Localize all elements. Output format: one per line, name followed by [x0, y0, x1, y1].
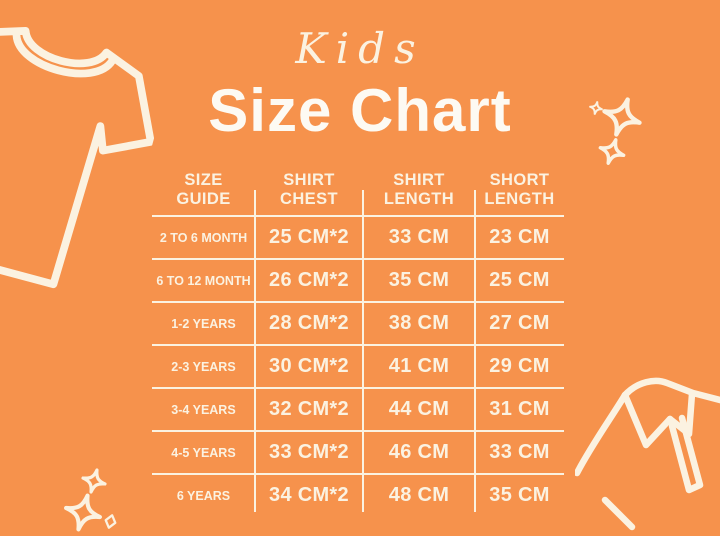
short-length-cell: 23 CM [475, 215, 564, 258]
chest-cell: 33 CM*2 [255, 430, 363, 473]
column-divider [361, 190, 365, 512]
chest-cell: 28 CM*2 [255, 301, 363, 344]
short-length-cell: 27 CM [475, 301, 564, 344]
column-divider [473, 190, 477, 512]
column-header-line: SIZE [184, 170, 223, 189]
shirt-length-cell: 33 CM [363, 215, 475, 258]
shirt-length-cell: 41 CM [363, 344, 475, 387]
column-header-line: CHEST [280, 190, 338, 208]
size-cell: 6 YEARS [152, 473, 255, 516]
shirt-length-cell: 44 CM [363, 387, 475, 430]
size-cell: 3-4 YEARS [152, 387, 255, 430]
short-length-cell: 29 CM [475, 344, 564, 387]
page-title: Size Chart [208, 77, 512, 144]
short-length-cell: 35 CM [475, 473, 564, 516]
chest-cell: 34 CM*2 [255, 473, 363, 516]
sparkle-icon [588, 100, 604, 116]
size-cell: 2 TO 6 MONTH [152, 215, 255, 258]
shirt-length-cell: 38 CM [363, 301, 475, 344]
size-table: SIZE GUIDE SHIRT CHEST SHIRT LENGTH SHORT LENGT… [152, 165, 564, 516]
column-header-line: LENGTH [484, 190, 555, 208]
size-cell: 6 TO 12 MONTH [152, 258, 255, 301]
short-length-cell: 33 CM [475, 430, 564, 473]
short-length-cell: 25 CM [475, 258, 564, 301]
size-table-grid: SIZE GUIDE SHIRT CHEST SHIRT LENGTH SHORT LENGT… [152, 165, 564, 516]
size-cell: 2-3 YEARS [152, 344, 255, 387]
size-cell: 1-2 YEARS [152, 301, 255, 344]
column-header: SIZE GUIDE [152, 165, 255, 215]
column-header: SHIRT LENGTH [363, 165, 475, 215]
size-cell: 4-5 YEARS [152, 430, 255, 473]
column-header-line: SHIRT [283, 170, 335, 189]
column-header-line: SHIRT [393, 170, 445, 189]
column-divider [253, 190, 257, 512]
polo-shirt-icon [575, 377, 720, 531]
chest-cell: 30 CM*2 [255, 344, 363, 387]
sparkle-icon [598, 138, 626, 165]
chest-cell: 26 CM*2 [255, 258, 363, 301]
shirt-length-cell: 46 CM [363, 430, 475, 473]
diamond-sparkle-icon [104, 514, 117, 529]
column-header-line: GUIDE [176, 190, 231, 208]
column-header-line: SHORT [489, 170, 550, 189]
sparkle-icon [64, 493, 102, 532]
shirt-length-cell: 48 CM [363, 473, 475, 516]
chest-cell: 25 CM*2 [255, 215, 363, 258]
script-title: Kids [295, 24, 425, 73]
shirt-length-cell: 35 CM [363, 258, 475, 301]
sparkle-icon [81, 468, 107, 494]
column-header-line: LENGTH [383, 190, 455, 208]
column-header: SHORT LENGTH [475, 165, 564, 215]
column-header: SHIRT CHEST [255, 165, 363, 215]
short-length-cell: 31 CM [475, 387, 564, 430]
chest-cell: 32 CM*2 [255, 387, 363, 430]
tshirt-icon [0, 27, 155, 289]
sparkle-icon [602, 97, 642, 137]
